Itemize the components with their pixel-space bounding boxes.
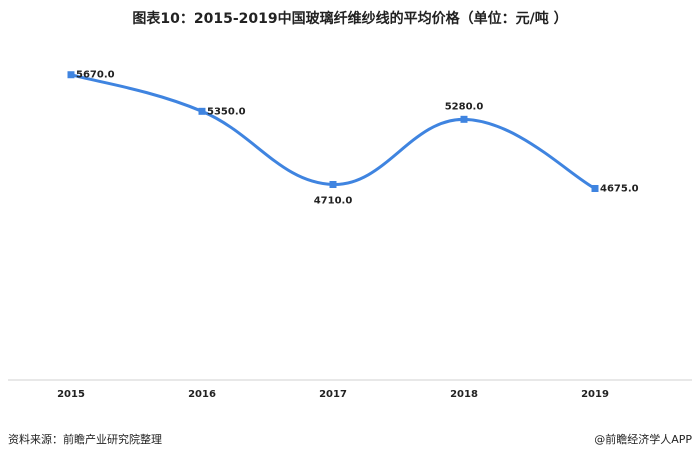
- x-tick-label: 2016: [188, 389, 216, 400]
- marker: [460, 115, 468, 123]
- value-label: 4675.0: [600, 183, 639, 194]
- x-tick-label: 2017: [319, 389, 347, 400]
- marker: [329, 180, 337, 188]
- chart-title: 图表10：2015-2019中国玻璃纤维纱线的平均价格（单位：元/吨 ）: [132, 10, 567, 27]
- x-tick-label: 2015: [57, 389, 85, 400]
- line: [70, 73, 596, 190]
- value-label: 4710.0: [314, 195, 353, 206]
- credit: @前瞻经济学人APP: [594, 432, 692, 446]
- value-label: 5280.0: [445, 101, 484, 112]
- source: 资料来源：前瞻产业研究院整理: [8, 432, 162, 446]
- value-label: 5350.0: [207, 106, 246, 117]
- marker: [198, 107, 206, 115]
- x-tick-label: 2019: [581, 389, 609, 400]
- value-label: 5670.0: [76, 70, 115, 81]
- x-tick-label: 2018: [450, 389, 478, 400]
- marker: [591, 184, 599, 192]
- marker: [67, 71, 75, 79]
